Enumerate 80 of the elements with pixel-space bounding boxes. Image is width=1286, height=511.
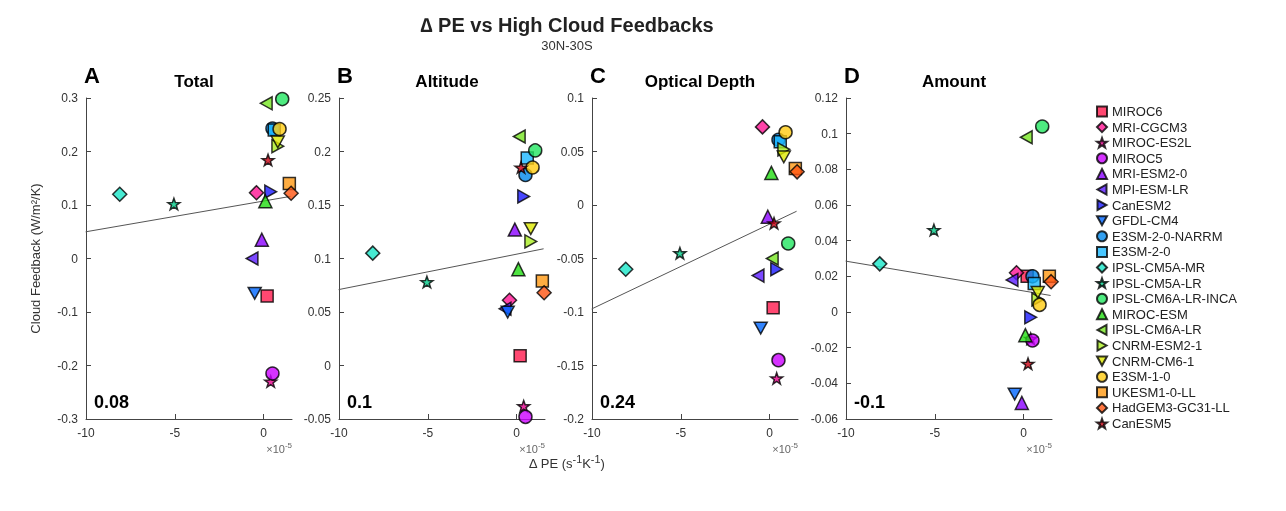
x-tick-label: 0 — [1020, 426, 1028, 440]
chart-title: Amount — [921, 72, 987, 91]
annotation: -0.1 — [854, 392, 886, 412]
x-tick-label: 0 — [513, 426, 521, 440]
y-tick-label: 0 — [831, 305, 839, 319]
annotation: 0.1 — [347, 392, 373, 412]
y-tick-label: 0.25 — [307, 91, 332, 105]
legend-label: UKESM1-0-LL — [1112, 384, 1196, 400]
legend-label: MIROC-ES2L — [1112, 135, 1192, 151]
legend-label: MRI-CGCM3 — [1112, 119, 1188, 135]
legend-label: HadGEM3-GC31-LL — [1112, 400, 1230, 416]
y-tick-label: 0 — [324, 358, 332, 373]
x-tick-label: -5 — [422, 426, 434, 440]
y-tick-label: 0.3 — [61, 91, 79, 105]
y-tick-label: 0.04 — [814, 233, 839, 248]
text: 30N-30S — [541, 38, 593, 53]
y-tick-label: 0.12 — [814, 91, 839, 105]
legend-label: CanESM2 — [1112, 197, 1172, 213]
x-tick-label: -10 — [330, 426, 348, 440]
x-tick-label: 0 — [766, 426, 774, 440]
y-tick-label: -0.1 — [57, 305, 79, 319]
text: C — [590, 62, 606, 88]
y-tick-label: -0.05 — [556, 251, 585, 266]
text: A — [84, 62, 100, 88]
y-tick-label: 0.05 — [560, 144, 585, 159]
y-tick-label: 0.2 — [61, 144, 79, 159]
y-axis-title: Cloud Feedback (W/m²/K) — [28, 183, 43, 334]
y-tick-label: 0.2 — [314, 144, 332, 159]
y-tick-label: 0.02 — [814, 269, 839, 284]
y-tick-label: -0.1 — [563, 305, 585, 319]
text: D — [844, 62, 860, 88]
legend-label: MIROC5 — [1112, 150, 1163, 166]
x-tick-label: -10 — [77, 426, 95, 440]
y-tick-label: -0.15 — [556, 358, 585, 373]
y-tick-label: -0.04 — [810, 376, 839, 391]
y-tick-label: 0.1 — [61, 198, 79, 212]
annotation: 0.08 — [94, 392, 130, 412]
legend-label: GFDL-CM4 — [1112, 213, 1179, 229]
y-tick-label: 0 — [71, 251, 79, 266]
legend-label: E3SM-2-0-NARRM — [1112, 228, 1223, 244]
x-tick-label: -10 — [583, 426, 601, 440]
legend-label: E3SM-1-0 — [1112, 369, 1171, 385]
chart-title: Optical Depth — [644, 72, 756, 91]
legend-label: CNRM-ESM2-1 — [1112, 338, 1203, 353]
y-tick-label: 0.06 — [814, 198, 839, 212]
legend-label: E3SM-2-0 — [1112, 244, 1171, 260]
legend-label: CNRM-CM6-1 — [1112, 353, 1195, 369]
legend-label: IPSL-CM5A-LR — [1112, 275, 1202, 291]
y-tick-label: 0.1 — [567, 91, 585, 105]
legend-label: MIROC-ESM — [1112, 306, 1188, 322]
y-tick-label: 0.08 — [814, 162, 839, 177]
legend-label: IPSL-CM6A-LR — [1112, 322, 1202, 338]
legend-label: CanESM5 — [1112, 416, 1172, 431]
y-tick-label: 0 — [577, 198, 585, 212]
x-tick-label: -5 — [675, 426, 687, 440]
text: ∆ PE vs High Cloud Feedbacks — [420, 14, 714, 37]
y-tick-label: -0.2 — [563, 412, 585, 426]
legend-label: MPI-ESM-LR — [1112, 182, 1189, 197]
y-tick-label: -0.05 — [303, 412, 332, 426]
y-tick-label: 0.1 — [821, 126, 839, 141]
legend-label: IPSL-CM5A-MR — [1112, 260, 1206, 275]
y-tick-label: -0.02 — [810, 340, 839, 355]
chart-title: Total — [174, 72, 214, 91]
legend-label: MRI-ESM2-0 — [1112, 166, 1188, 182]
x-tick-label: 0 — [260, 426, 268, 440]
text: B — [337, 62, 353, 88]
y-tick-label: 0.15 — [307, 198, 332, 212]
y-tick-label: 0.05 — [307, 305, 332, 319]
x-tick-label: -5 — [169, 426, 181, 440]
y-tick-label: -0.3 — [57, 412, 79, 426]
legend-label: IPSL-CM6A-LR-INCA — [1112, 291, 1238, 307]
y-tick-label: -0.2 — [57, 358, 79, 373]
x-tick-label: -5 — [929, 426, 941, 440]
x-tick-label: -10 — [837, 426, 855, 440]
y-tick-label: -0.06 — [810, 412, 839, 426]
annotation: 0.24 — [600, 392, 636, 412]
legend-label: MIROC6 — [1112, 104, 1163, 119]
chart-title: Altitude — [415, 72, 479, 91]
y-tick-label: 0.1 — [314, 251, 332, 266]
x-axis-title: ∆ PE (s$^{-1}$K$^{-1}$) — [529, 453, 605, 472]
